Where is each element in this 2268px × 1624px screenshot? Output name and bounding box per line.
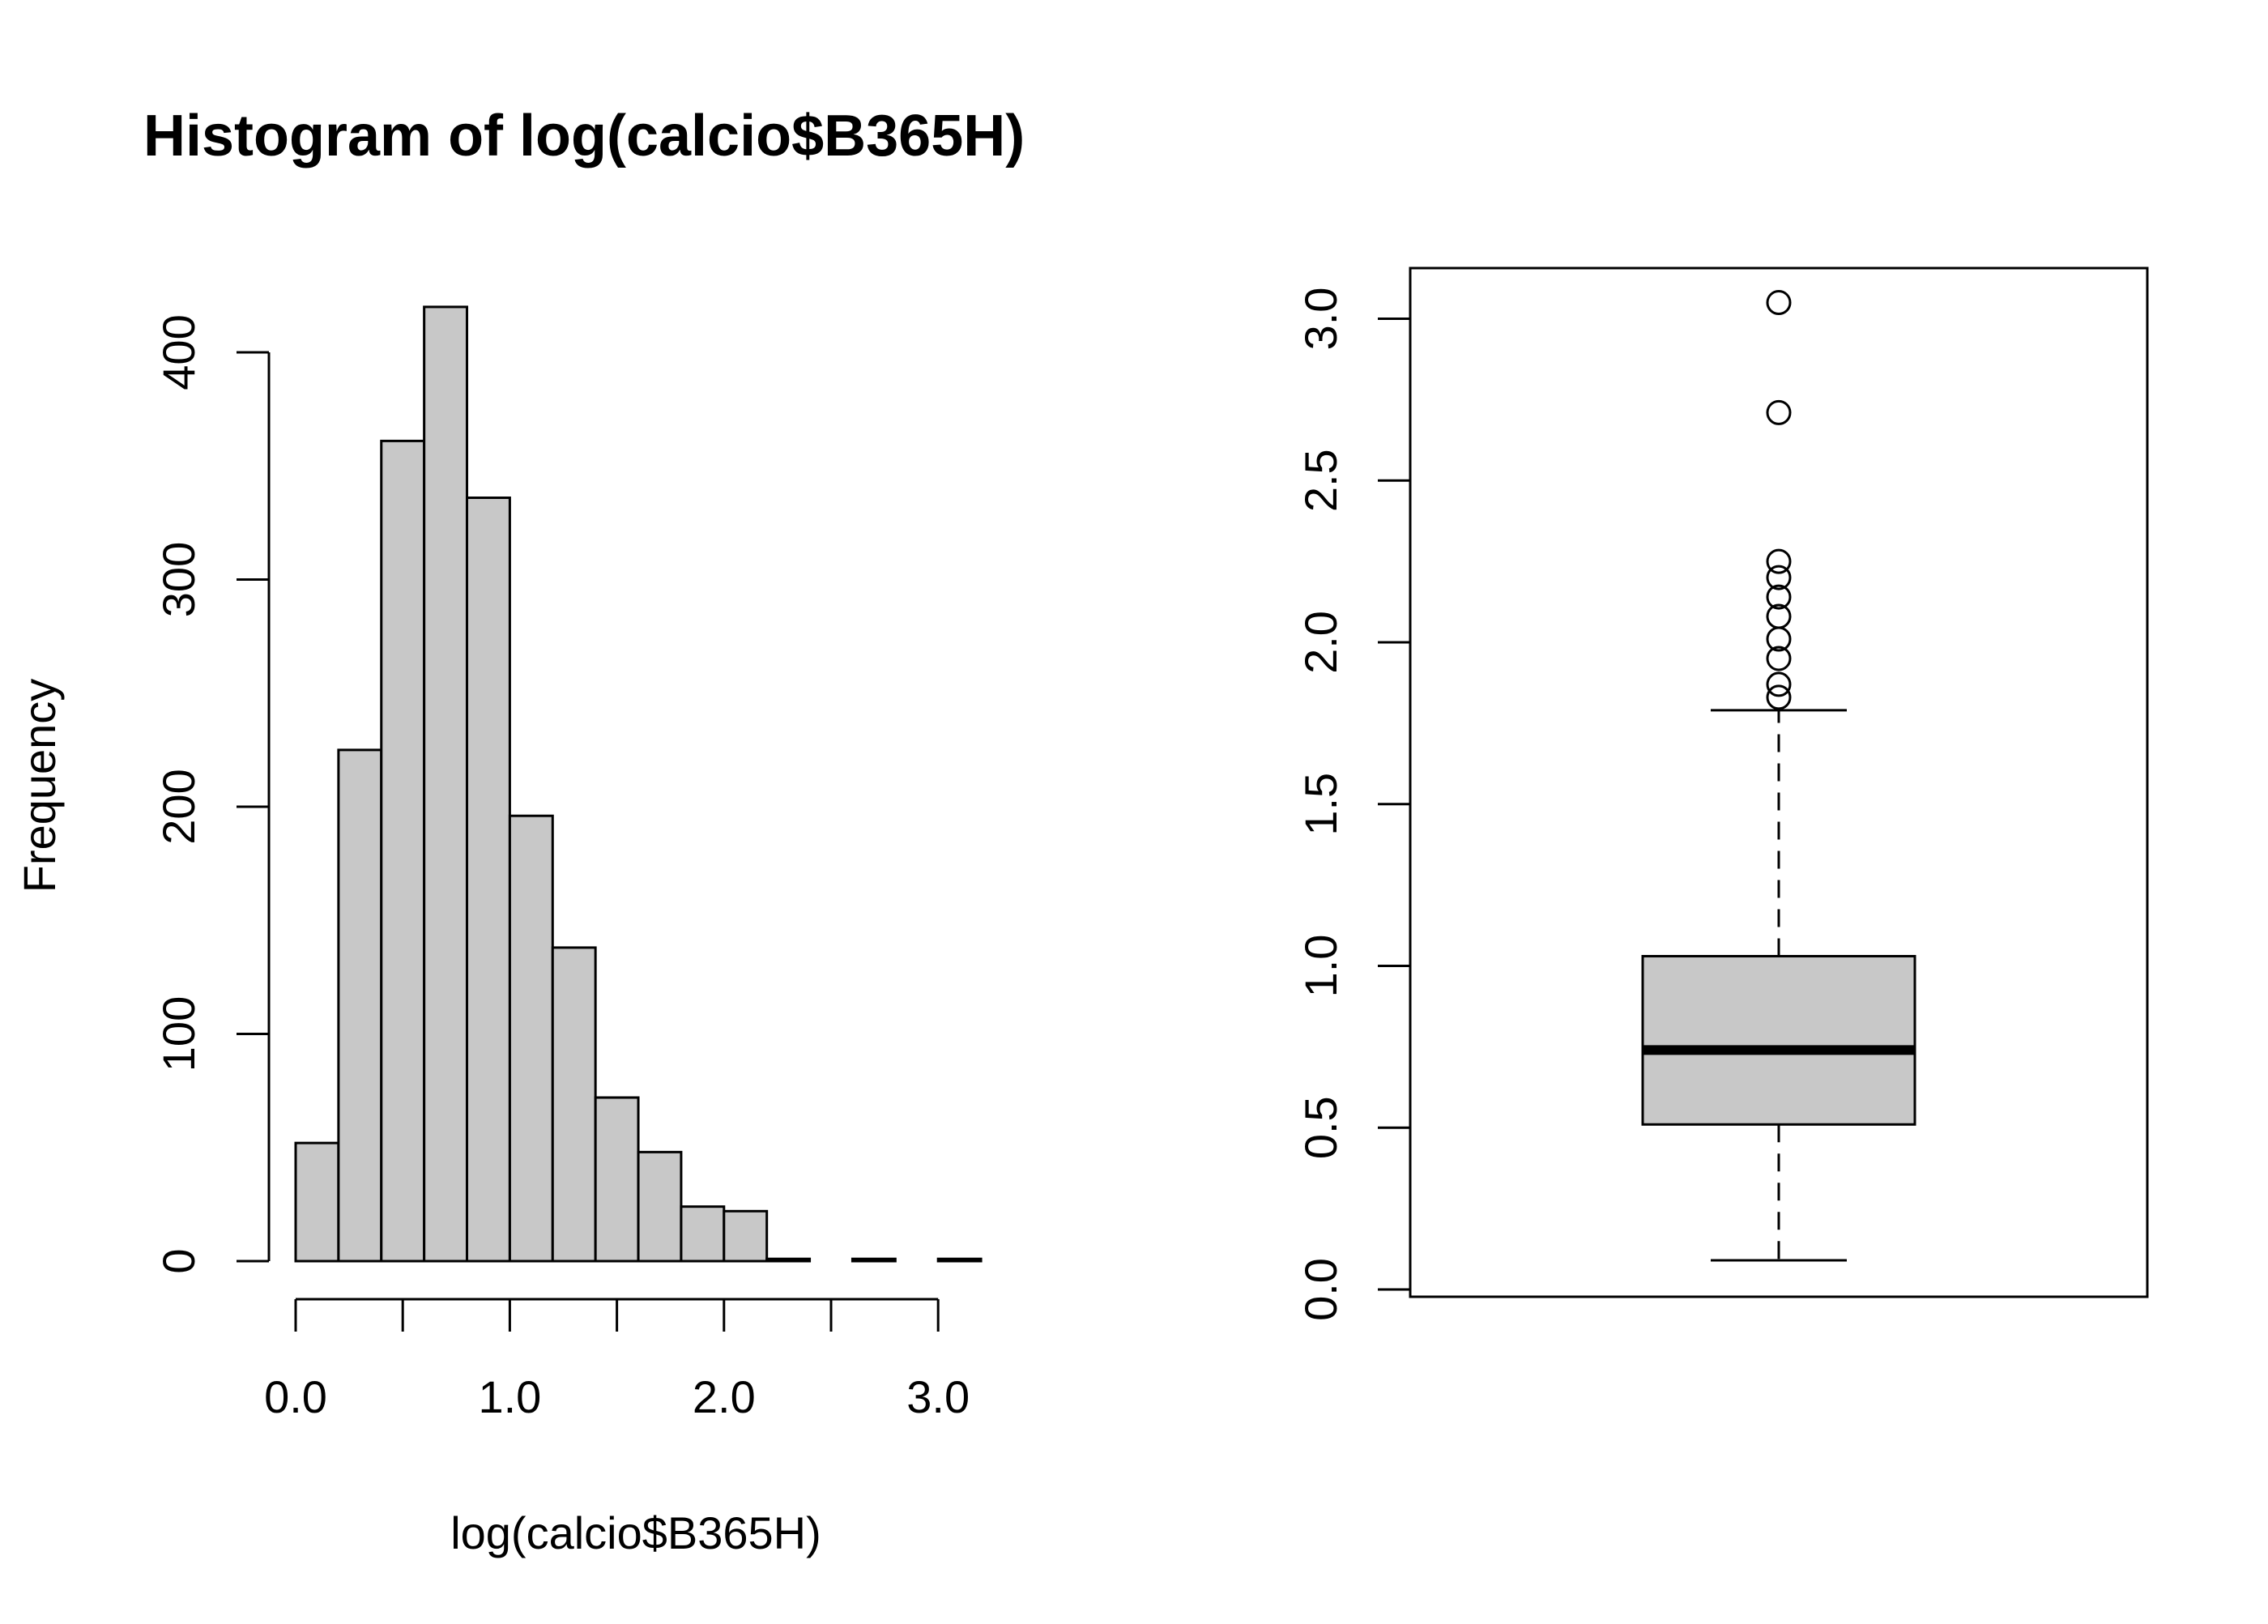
boxplot-y-tick-label-1: 0.5 [1295,1096,1346,1159]
histogram-bar-2 [380,439,426,1263]
histogram-panel: Histogram of log(calcio$B365H) 0.0 1.0 2.0… [14,104,1025,1558]
histogram-bar-4 [466,497,511,1263]
boxplot-outlier-1 [1766,671,1792,697]
boxplot-marks [1641,290,1916,1262]
histogram-x-tick-label-2: 2.0 [693,1371,756,1422]
boxplot-outlier-5 [1766,584,1792,610]
histogram-bar-0 [294,1141,340,1263]
histogram-bar-13 [850,1257,897,1263]
histogram-bar-10 [723,1209,769,1263]
boxplot-outlier-9 [1766,290,1792,316]
histogram-x-axis: 0.0 1.0 2.0 3.0 [264,1298,970,1422]
histogram-bars [294,305,983,1263]
histogram-bar-15 [936,1257,983,1263]
boxplot-y-tick-label-5: 2.5 [1295,449,1346,512]
histogram-bar-1 [337,748,383,1263]
histogram-bar-6 [551,946,597,1263]
histogram-y-tick-label-0: 0 [153,1248,204,1273]
histogram-x-axis-label: log(calcio$B365H) [450,1507,821,1558]
boxplot-panel: 0.0 0.5 1.0 1.5 2.0 2.5 3.0 [1295,266,2149,1321]
histogram-bar-5 [508,814,554,1263]
boxplot-outlier-2 [1766,646,1792,671]
boxplot-outlier-4 [1766,603,1792,629]
histogram-y-tick-label-4: 400 [153,314,204,390]
histogram-bar-8 [637,1150,683,1263]
boxplot-y-tick-label-3: 1.5 [1295,773,1346,836]
boxplot-outlier-8 [1766,399,1792,425]
boxplot-y-tick-label-0: 0.0 [1295,1258,1346,1321]
histogram-y-axis: 0 100 200 300 400 [153,314,271,1274]
histogram-bar-9 [680,1205,726,1263]
histogram-y-tick-label-3: 300 [153,542,204,617]
boxplot-frame [1409,266,2149,1298]
histogram-x-tick-label-3: 3.0 [906,1371,970,1422]
histogram-x-tick-label-0: 0.0 [264,1371,327,1422]
histogram-y-tick-label-1: 100 [153,996,204,1072]
boxplot-outlier-0 [1766,684,1792,710]
histogram-x-tick-label-1: 1.0 [478,1371,541,1422]
boxplot-y-tick-label-6: 3.0 [1295,288,1346,351]
boxplot-y-axis: 0.0 0.5 1.0 1.5 2.0 2.5 3.0 [1295,288,1412,1321]
histogram-title: Histogram of log(calcio$B365H) [143,104,1025,168]
boxplot-y-tick-label-4: 2.0 [1295,611,1346,674]
histogram-bar-7 [594,1096,640,1263]
histogram-bar-11 [765,1257,812,1263]
boxplot-box [1641,955,1916,1126]
histogram-y-axis-label: Frequency [14,679,65,893]
boxplot-outlier-7 [1766,548,1792,574]
boxplot-outlier-6 [1766,565,1792,590]
boxplot-y-tick-label-2: 1.0 [1295,935,1346,998]
histogram-y-tick-label-2: 200 [153,769,204,844]
histogram-bar-3 [423,305,469,1263]
